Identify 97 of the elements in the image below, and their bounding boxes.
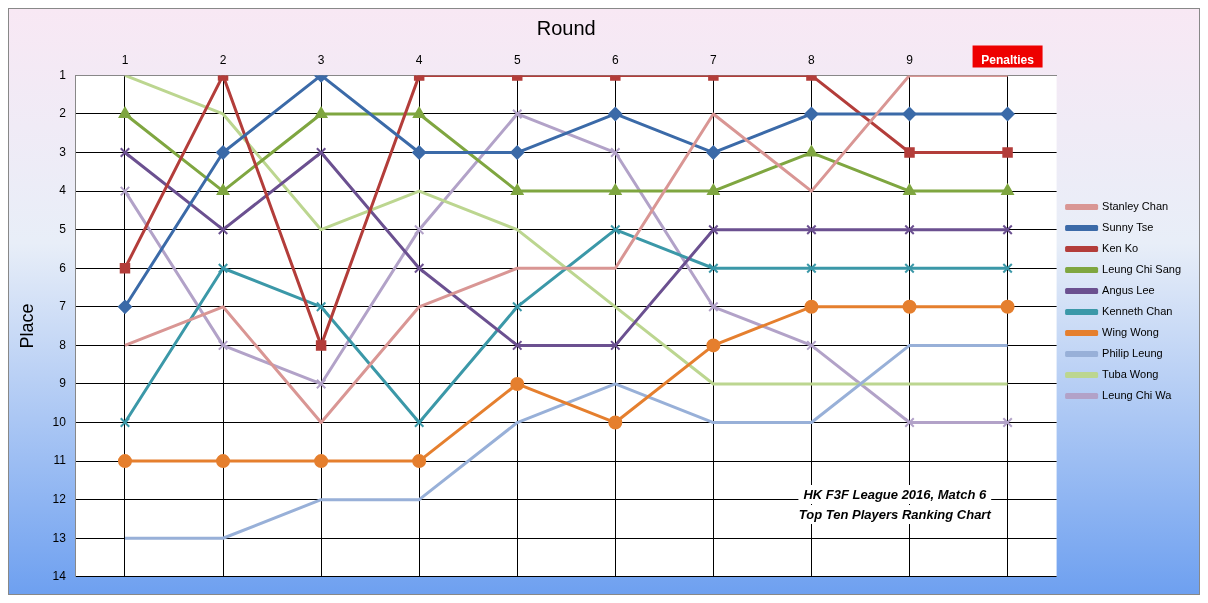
y-tick-label: 13 bbox=[52, 530, 67, 545]
annotation: HK F3F League 2016, Match 6 bbox=[803, 487, 987, 503]
x-tick-label: 7 bbox=[710, 52, 718, 67]
y-tick-label: 10 bbox=[52, 414, 67, 429]
point bbox=[608, 106, 623, 121]
legend-label: Leung Chi Wa bbox=[1102, 389, 1173, 402]
y-tick-label: 5 bbox=[59, 221, 67, 236]
y-tick-label: 11 bbox=[53, 453, 67, 468]
point bbox=[902, 299, 917, 314]
x-tick-label: Penalties bbox=[981, 52, 1035, 67]
legend-label: Wing Wong bbox=[1102, 326, 1159, 339]
y-tick-label: 2 bbox=[59, 106, 67, 121]
legend-label: Tuba Wong bbox=[1102, 368, 1159, 381]
point bbox=[806, 340, 817, 351]
point bbox=[804, 299, 819, 314]
legend-label: Leung Chi Sang bbox=[1102, 263, 1182, 276]
legend-label: Ken Ko bbox=[1102, 242, 1139, 255]
legend-label: Stanley Chan bbox=[1102, 200, 1169, 213]
point bbox=[904, 417, 915, 428]
x-tick-label: 5 bbox=[513, 52, 521, 67]
point bbox=[217, 224, 229, 235]
legend-label: Angus Lee bbox=[1102, 284, 1155, 297]
point bbox=[708, 263, 719, 274]
point bbox=[1002, 417, 1013, 428]
point bbox=[806, 224, 817, 235]
point bbox=[314, 454, 329, 469]
x-tick-label: 6 bbox=[611, 52, 619, 67]
point bbox=[216, 145, 231, 160]
point bbox=[903, 184, 916, 196]
point bbox=[904, 147, 915, 158]
point bbox=[608, 415, 623, 430]
y-tick-label: 7 bbox=[59, 299, 67, 314]
y-tick-label: 12 bbox=[52, 491, 67, 506]
point bbox=[119, 185, 131, 197]
point bbox=[904, 263, 915, 274]
point bbox=[117, 454, 132, 469]
point bbox=[1002, 224, 1013, 235]
point bbox=[1002, 263, 1013, 274]
point bbox=[314, 106, 328, 118]
x-tick-label: 4 bbox=[415, 52, 423, 67]
legend-label: Philip Leung bbox=[1102, 347, 1163, 360]
x-tick-label: 9 bbox=[906, 52, 914, 67]
point bbox=[610, 224, 621, 235]
y-tick-label: 6 bbox=[59, 260, 67, 275]
point bbox=[119, 263, 131, 274]
point bbox=[510, 145, 525, 160]
point bbox=[707, 184, 720, 196]
point bbox=[412, 454, 427, 469]
point bbox=[117, 299, 132, 314]
y-tick-label: 9 bbox=[59, 376, 67, 391]
point bbox=[804, 106, 819, 121]
y-axis-title: Place bbox=[16, 303, 37, 349]
point bbox=[1000, 106, 1015, 121]
y-tick-label: 14 bbox=[52, 569, 67, 584]
point bbox=[1001, 184, 1014, 196]
point bbox=[216, 184, 230, 196]
point bbox=[904, 224, 915, 235]
point bbox=[216, 454, 231, 469]
point bbox=[610, 340, 621, 351]
point bbox=[1000, 299, 1015, 314]
point bbox=[413, 263, 425, 274]
point bbox=[610, 147, 621, 158]
point bbox=[609, 184, 622, 196]
point bbox=[708, 301, 719, 313]
point bbox=[217, 263, 229, 274]
point bbox=[510, 376, 525, 391]
point bbox=[512, 301, 523, 313]
point bbox=[315, 301, 327, 313]
point bbox=[902, 106, 917, 121]
point bbox=[805, 145, 818, 157]
x-tick-label: 2 bbox=[219, 52, 227, 67]
point bbox=[708, 224, 719, 235]
point bbox=[1002, 147, 1013, 158]
point bbox=[806, 263, 817, 274]
point bbox=[217, 340, 229, 351]
point bbox=[119, 417, 131, 428]
point bbox=[315, 340, 327, 351]
x-tick-label: 8 bbox=[808, 52, 816, 67]
legend-label: Sunny Tse bbox=[1102, 221, 1154, 234]
x-tick-label: 3 bbox=[317, 52, 325, 67]
y-tick-label: 4 bbox=[59, 183, 67, 198]
annotation: Top Ten Players Ranking Chart bbox=[798, 507, 992, 523]
legend-label: Kenneth Chan bbox=[1102, 305, 1173, 318]
point bbox=[511, 184, 524, 196]
point bbox=[706, 338, 721, 353]
point bbox=[512, 340, 523, 351]
point bbox=[315, 378, 327, 390]
y-tick-label: 1 bbox=[59, 67, 67, 82]
point bbox=[706, 145, 721, 160]
x-axis-title: Round bbox=[536, 16, 596, 39]
point bbox=[118, 106, 132, 118]
x-tick-label: 1 bbox=[121, 52, 129, 67]
y-tick-label: 8 bbox=[59, 337, 67, 352]
point bbox=[412, 106, 426, 118]
point bbox=[412, 145, 427, 160]
point bbox=[119, 147, 131, 158]
y-tick-label: 3 bbox=[59, 144, 67, 159]
